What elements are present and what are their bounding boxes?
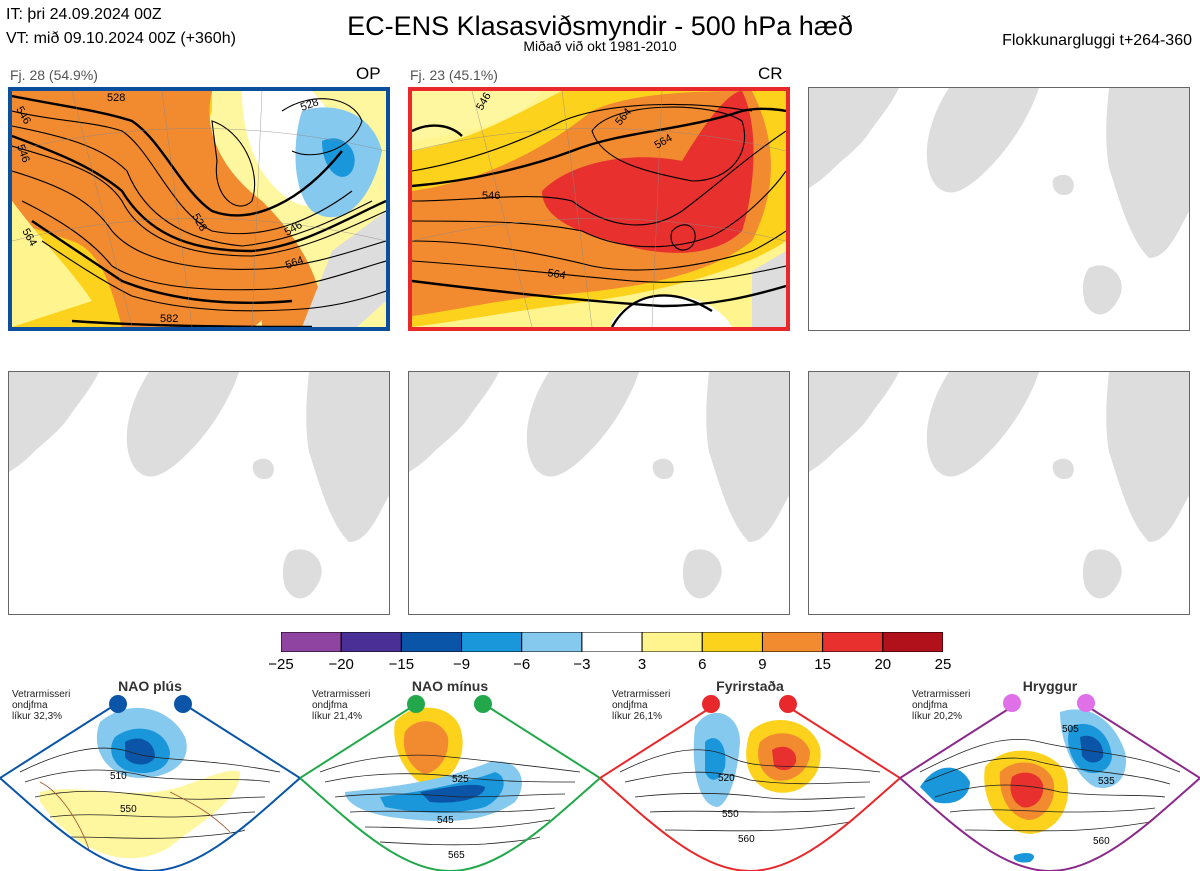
colorbar-swatch	[400, 632, 463, 652]
anomaly-map-1: 546 528 528 546 528 564 546 564 582	[12, 91, 386, 327]
colorbar-tick-label: 15	[814, 656, 831, 673]
contour-label: 582	[160, 313, 178, 325]
colorbar-swatch	[822, 632, 884, 652]
regime-contour-label: 560	[738, 834, 755, 845]
regime-info: Vetrarmisseri ondjfma líkur 21,4%	[312, 689, 371, 722]
regime-info: Vetrarmisseri ondjfma líkur 20,2%	[912, 689, 971, 722]
panel-1-tag: OP	[356, 64, 381, 83]
colorbar-tick-label: −9	[452, 656, 471, 673]
contour-label: 546	[14, 143, 32, 164]
colorbar-swatch	[521, 632, 583, 652]
contour-label: 528	[107, 92, 125, 104]
colorbar-tick-label: 3	[637, 656, 647, 673]
colorbar-tick-label: −20	[328, 656, 354, 673]
regime-contour-label: 505	[1062, 724, 1079, 735]
regime-title: Hryggur	[1022, 678, 1078, 694]
valid-time: VT: mið 09.10.2024 00Z (+360h)	[6, 30, 236, 47]
init-time: IT: þri 24.09.2024 00Z	[6, 6, 162, 23]
contour-label: 564	[546, 267, 566, 282]
colorbar-swatch	[641, 632, 703, 652]
regime-contour-label: 550	[722, 809, 739, 820]
colorbar-tick-label: −25	[268, 656, 294, 673]
colorbar-tick-label: −6	[513, 656, 531, 673]
panel-1-label: Fj. 28 (54.9%)	[10, 67, 98, 83]
colorbar-tick-label: 6	[698, 656, 707, 673]
regime-title: NAO mínus	[411, 678, 489, 694]
regime-nao-minus[interactable]: 525 545 565 NAO mínus Vetrarmisseri ondjf…	[300, 672, 600, 871]
colorbar	[281, 632, 943, 652]
empty-map-3	[809, 88, 1189, 315]
regime-contour-label: 520	[718, 773, 735, 784]
cluster-panel-3[interactable]	[808, 87, 1190, 331]
cluster-panel-5[interactable]	[408, 371, 790, 615]
colorbar-swatch	[882, 632, 943, 652]
contour-label: 546	[482, 190, 500, 202]
colorbar-swatch	[701, 632, 763, 652]
contour-label: 564	[284, 254, 305, 272]
regime-contour-label: 550	[120, 804, 137, 815]
colorbar-swatch	[581, 632, 643, 652]
regime-contour-label: 535	[1098, 776, 1115, 787]
regime-blocking[interactable]: 520 550 560 Fyrirstaða Vetrarmisseri ondj…	[600, 672, 900, 871]
regime-contour-label: 510	[110, 771, 127, 782]
colorbar-tick-label: −3	[573, 656, 591, 673]
cluster-panel-6[interactable]	[808, 371, 1190, 615]
colorbar-tick-label: 25	[934, 656, 952, 673]
colorbar-swatch	[340, 632, 402, 652]
classification-window: Flokkunargluggi t+264-360	[1002, 32, 1192, 49]
empty-map-4	[9, 372, 389, 599]
anomaly-map-2: 546 564 546 564 564	[412, 91, 786, 327]
panel-2-label: Fj. 23 (45.1%)	[410, 67, 498, 83]
colorbar-tick-label: −15	[388, 656, 415, 673]
page-subtitle: Miðað við okt 1981-2010	[523, 38, 677, 54]
empty-map-6	[809, 372, 1189, 599]
regime-info: Vetrarmisseri ondjfma líkur 26,1%	[612, 689, 671, 722]
regime-info: Vetrarmisseri ondjfma líkur 32,3%	[12, 689, 71, 722]
colorbar-swatch	[281, 632, 342, 652]
cluster-panel-4[interactable]	[8, 371, 390, 615]
cluster-panel-1[interactable]: 546 528 528 546 528 564 546 564 582	[8, 87, 390, 331]
colorbar-tick-label: 9	[758, 656, 767, 673]
regime-title: Fyrirstaða	[716, 678, 784, 694]
colorbar-swatch	[761, 632, 824, 652]
colorbar-tick-label: 20	[874, 656, 892, 673]
contour-label: 528	[299, 96, 320, 114]
page-title: EC-ENS Klasasviðsmyndir - 500 hPa hæð	[347, 11, 853, 41]
regime-nao-plus[interactable]: 510 550 NAO plús Vetrarmisseri ondjfma lík…	[0, 672, 300, 871]
regime-contour-label: 565	[448, 850, 465, 861]
panel-2-tag: CR	[758, 64, 783, 83]
regime-contour-label: 560	[1093, 836, 1110, 847]
regime-contour-label: 525	[452, 774, 469, 785]
colorbar-swatch	[461, 632, 523, 652]
empty-map-5	[409, 372, 789, 599]
cluster-panel-2[interactable]: 546 564 546 564 564	[408, 87, 790, 331]
regime-contour-label: 545	[437, 815, 454, 826]
regime-title: NAO plús	[118, 678, 182, 694]
regime-ridge[interactable]: 505 535 560 Hryggur Vetrarmisseri ondjfma…	[900, 672, 1200, 871]
